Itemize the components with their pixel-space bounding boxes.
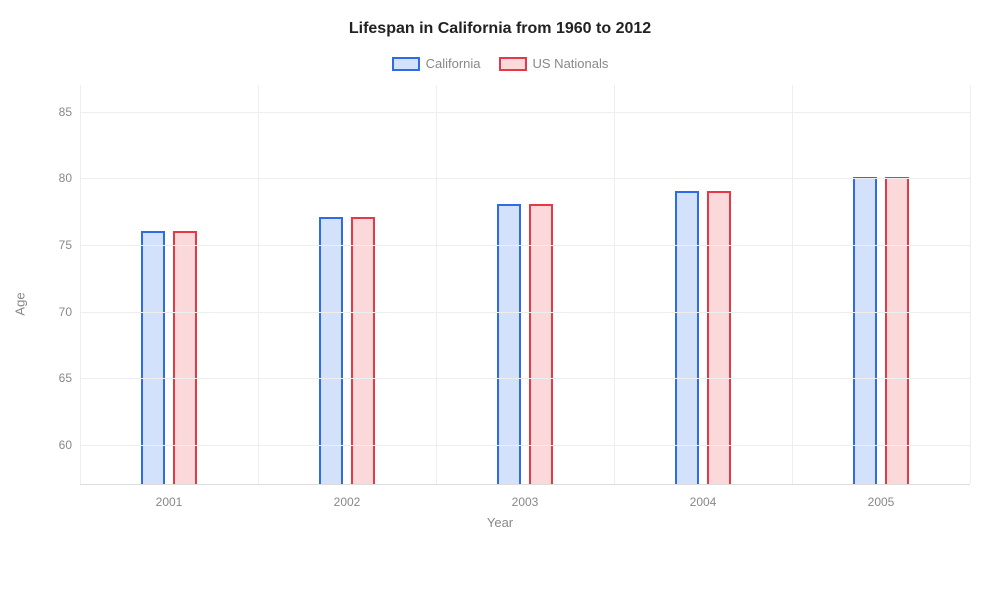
gridline-v xyxy=(614,85,615,484)
gridline-h xyxy=(80,378,970,379)
gridline-h xyxy=(80,445,970,446)
x-tick: 2005 xyxy=(868,495,895,509)
gridline-v xyxy=(792,85,793,484)
bar xyxy=(141,231,166,484)
legend-label: US Nationals xyxy=(533,56,609,71)
bar xyxy=(707,191,732,484)
x-tick: 2003 xyxy=(512,495,539,509)
bar xyxy=(319,217,344,484)
x-tick: 2004 xyxy=(690,495,717,509)
gridline-h xyxy=(80,178,970,179)
plot-wrap: Age 606570758085 20012002200320042005 Ye… xyxy=(30,85,970,523)
gridline-h xyxy=(80,245,970,246)
x-tick: 2002 xyxy=(334,495,361,509)
bar xyxy=(853,177,878,484)
legend-item-1: US Nationals xyxy=(499,56,609,71)
gridline-h xyxy=(80,312,970,313)
x-axis: 2001 2002 2003 2004 2005 xyxy=(80,485,970,523)
gridline-v xyxy=(970,85,971,484)
gridline-h xyxy=(80,112,970,113)
bar xyxy=(497,204,522,484)
bar xyxy=(675,191,700,484)
legend-item-0: California xyxy=(392,56,481,71)
legend-label: California xyxy=(426,56,481,71)
bar xyxy=(173,231,198,484)
y-tick: 60 xyxy=(59,438,72,452)
chart-container: Lifespan in California from 1960 to 2012… xyxy=(0,0,1000,600)
y-axis: 60 65 70 75 80 85 xyxy=(30,85,80,485)
bar xyxy=(529,204,554,484)
y-tick: 80 xyxy=(59,171,72,185)
y-tick: 75 xyxy=(59,238,72,252)
x-tick: 2001 xyxy=(156,495,183,509)
y-tick: 65 xyxy=(59,371,72,385)
plot-area xyxy=(80,85,970,485)
bar xyxy=(351,217,376,484)
legend-swatch-icon xyxy=(499,57,527,71)
chart-title: Lifespan in California from 1960 to 2012 xyxy=(30,20,970,38)
y-tick: 70 xyxy=(59,305,72,319)
y-axis-label: Age xyxy=(13,292,28,315)
bar xyxy=(885,177,910,484)
gridline-v xyxy=(258,85,259,484)
y-tick: 85 xyxy=(59,105,72,119)
bars-layer xyxy=(80,85,970,484)
gridline-v xyxy=(80,85,81,484)
legend: California US Nationals xyxy=(30,56,970,71)
x-axis-label: Year xyxy=(487,515,513,530)
legend-swatch-icon xyxy=(392,57,420,71)
gridline-v xyxy=(436,85,437,484)
